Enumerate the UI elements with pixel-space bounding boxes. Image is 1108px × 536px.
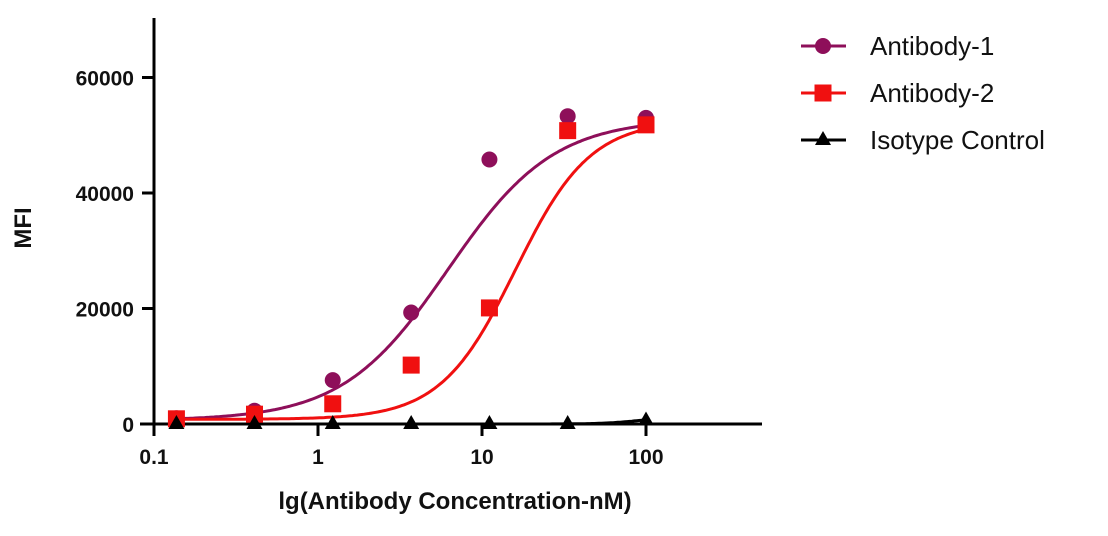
data-point-isotype-control (638, 411, 654, 426)
legend-marker (815, 38, 831, 54)
x-tick-label: 100 (628, 446, 663, 469)
x-tick-label: 0.1 (139, 446, 169, 469)
data-point-isotype-control (168, 415, 185, 429)
data-point-antibody-1 (559, 108, 576, 125)
legend-marker (815, 131, 831, 145)
data-point-isotype-control (403, 415, 420, 429)
data-point-antibody-2 (324, 395, 342, 413)
legend-item: Isotype Control (801, 125, 1045, 155)
y-tick-label: 40000 (76, 183, 134, 206)
y-tick-label: 20000 (76, 299, 134, 322)
legend-item: Antibody-2 (801, 78, 994, 108)
y-axis-label: MFI (10, 207, 37, 248)
data-point-antibody-1 (324, 372, 341, 389)
legend-label: Antibody-2 (870, 78, 994, 108)
y-tick-label: 60000 (76, 68, 134, 91)
data-point-isotype-control (481, 415, 498, 429)
fit-curves (176, 123, 647, 426)
x-tick-label: 10 (470, 446, 493, 469)
data-point-antibody-2 (402, 356, 420, 374)
data-point-antibody-1 (481, 151, 498, 168)
data-point-antibody-1 (403, 304, 420, 321)
x-tick-label: 1 (312, 446, 324, 469)
legend-label: Isotype Control (870, 125, 1045, 155)
data-point-antibody-2 (559, 122, 577, 140)
data-point-antibody-2 (637, 116, 655, 134)
data-point-isotype-control (324, 415, 341, 429)
fit-curve-antibody-2 (176, 127, 647, 421)
data-point-isotype-control (246, 415, 263, 429)
data-points (167, 108, 655, 429)
axes (140, 18, 762, 426)
data-point-antibody-2 (245, 405, 263, 423)
data-point-isotype-control (559, 415, 576, 429)
legend-marker (814, 84, 832, 102)
y-tick-label: 0 (122, 414, 134, 437)
legend: Antibody-1 Antibody-2 Isotype Control (801, 31, 1045, 155)
x-axis-label: lg(Antibody Concentration-nM) (278, 488, 631, 515)
data-point-antibody-2 (480, 299, 498, 317)
legend-item: Antibody-1 (801, 31, 994, 61)
legend-label: Antibody-1 (870, 31, 994, 61)
